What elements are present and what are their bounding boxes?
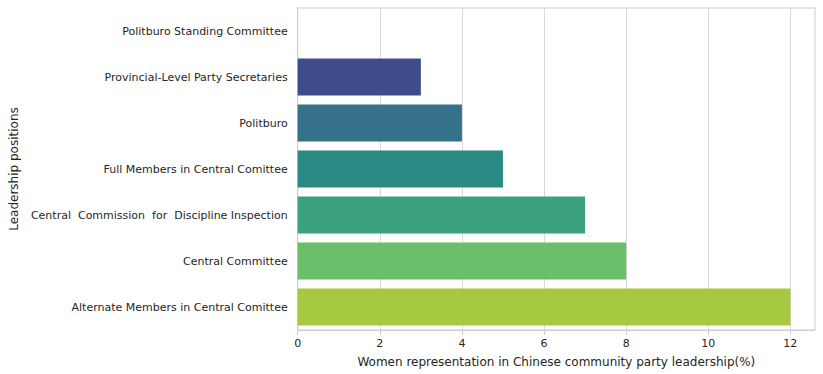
svg-text:Leadership positions: Leadership positions [7, 107, 21, 231]
svg-text:2: 2 [376, 337, 383, 350]
svg-text:Provincial-Level Party Secreta: Provincial-Level Party Secretaries [105, 71, 288, 84]
svg-text:4: 4 [458, 337, 465, 350]
svg-text:8: 8 [623, 337, 630, 350]
svg-text:Alternate Members in Central C: Alternate Members in Central Comittee [72, 301, 288, 314]
svg-text:Central Committee: Central Committee [183, 255, 288, 268]
svg-text:6: 6 [541, 337, 548, 350]
svg-text:Full Members in Central Comitt: Full Members in Central Comittee [103, 163, 287, 176]
svg-text:Central Commission for Disc: Central Commission for Discipline Inspec… [31, 209, 288, 222]
svg-text:Politburo: Politburo [239, 117, 288, 130]
svg-text:Women representation in Chines: Women representation in Chinese communit… [357, 355, 755, 369]
svg-text:Politburo Standing Committee: Politburo Standing Committee [122, 25, 288, 38]
svg-text:0: 0 [294, 337, 301, 350]
svg-text:10: 10 [701, 337, 715, 350]
svg-text:12: 12 [783, 337, 797, 350]
